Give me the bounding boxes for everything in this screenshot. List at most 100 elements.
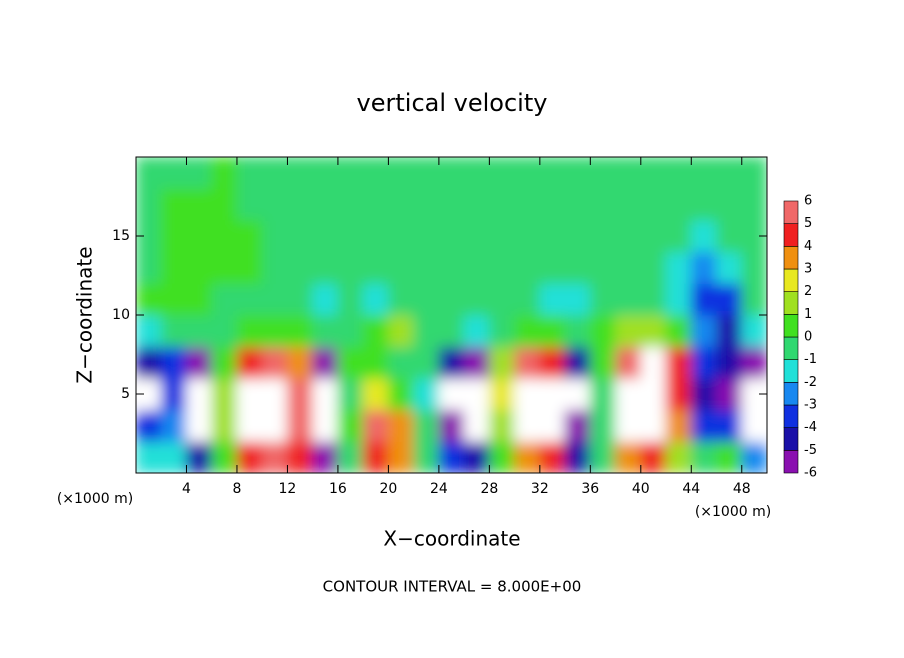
cell bbox=[438, 219, 465, 253]
colorbar-swatch bbox=[783, 336, 799, 360]
colorbar-label: -6 bbox=[804, 466, 817, 481]
cell bbox=[160, 377, 187, 411]
cell bbox=[690, 282, 718, 316]
cell bbox=[185, 251, 213, 284]
cell bbox=[463, 377, 490, 411]
footer: CONTOUR INTERVAL = 8.000E+00 bbox=[323, 578, 582, 596]
cell bbox=[716, 346, 743, 379]
cell bbox=[185, 377, 213, 411]
colorbar-label: -2 bbox=[804, 375, 817, 390]
colorbar-swatch bbox=[783, 450, 799, 474]
cell bbox=[211, 251, 238, 284]
cell bbox=[160, 409, 187, 442]
cell bbox=[413, 157, 440, 190]
cell bbox=[362, 440, 389, 473]
cell bbox=[438, 188, 465, 221]
cell bbox=[539, 219, 566, 253]
x-tick-label: 28 bbox=[480, 481, 498, 497]
cell bbox=[362, 188, 389, 221]
cell bbox=[387, 282, 415, 316]
cell bbox=[463, 409, 490, 442]
cell bbox=[589, 157, 617, 190]
y-tick-label: 5 bbox=[121, 386, 130, 402]
cell bbox=[665, 346, 692, 379]
x-tick-label: 36 bbox=[581, 481, 599, 497]
cell bbox=[539, 377, 566, 411]
cell bbox=[665, 251, 692, 284]
cell bbox=[690, 251, 718, 284]
cell bbox=[589, 188, 617, 221]
cell bbox=[185, 440, 213, 473]
x-tick-label: 32 bbox=[531, 481, 549, 497]
cell bbox=[136, 251, 162, 284]
cell bbox=[387, 188, 415, 221]
cell bbox=[463, 251, 490, 284]
cell bbox=[160, 157, 187, 190]
cell bbox=[160, 314, 187, 348]
cell bbox=[286, 409, 314, 442]
colorbar-swatch bbox=[783, 359, 799, 383]
cell bbox=[211, 157, 238, 190]
cell bbox=[337, 188, 364, 221]
cell bbox=[362, 251, 389, 284]
cell bbox=[136, 282, 162, 316]
cell bbox=[488, 157, 516, 190]
cell bbox=[387, 157, 415, 190]
cell bbox=[236, 188, 263, 221]
cell bbox=[362, 346, 389, 379]
colorbar-swatch bbox=[783, 268, 799, 292]
cell bbox=[514, 314, 541, 348]
cell bbox=[261, 251, 288, 284]
cell bbox=[387, 440, 415, 473]
cell bbox=[488, 219, 516, 253]
cell bbox=[413, 409, 440, 442]
cell bbox=[312, 188, 339, 221]
colorbar-label: -4 bbox=[804, 420, 817, 435]
cell bbox=[438, 314, 465, 348]
cell bbox=[413, 282, 440, 316]
cell bbox=[185, 188, 213, 221]
cell bbox=[136, 409, 162, 442]
cell bbox=[362, 157, 389, 190]
cell bbox=[539, 188, 566, 221]
cell bbox=[312, 314, 339, 348]
colorbar-swatch bbox=[783, 427, 799, 451]
cell bbox=[564, 440, 591, 473]
cell bbox=[514, 251, 541, 284]
colorbar-swatch bbox=[783, 200, 799, 224]
cell bbox=[640, 377, 667, 411]
cell bbox=[615, 188, 642, 221]
cell bbox=[488, 188, 516, 221]
colorbar-label: 1 bbox=[804, 307, 812, 322]
colorbar-label: -1 bbox=[804, 352, 817, 367]
cell bbox=[514, 188, 541, 221]
cell bbox=[463, 346, 490, 379]
cell bbox=[387, 314, 415, 348]
cell bbox=[160, 219, 187, 253]
cell bbox=[589, 409, 617, 442]
cell bbox=[564, 314, 591, 348]
cell bbox=[514, 219, 541, 253]
colorbar-label: 3 bbox=[804, 262, 812, 277]
cell bbox=[236, 314, 263, 348]
cell bbox=[136, 188, 162, 221]
cell bbox=[564, 282, 591, 316]
cell bbox=[337, 282, 364, 316]
cell bbox=[362, 282, 389, 316]
colorbar-swatch bbox=[783, 382, 799, 406]
x-tick-label: 48 bbox=[733, 481, 751, 497]
cell bbox=[690, 346, 718, 379]
cell bbox=[438, 409, 465, 442]
cell bbox=[488, 282, 516, 316]
cell bbox=[615, 251, 642, 284]
cell bbox=[211, 219, 238, 253]
colorbar-swatch bbox=[783, 246, 799, 270]
cell bbox=[438, 346, 465, 379]
cell bbox=[438, 282, 465, 316]
cell bbox=[211, 314, 238, 348]
cell bbox=[539, 409, 566, 442]
cell bbox=[716, 157, 743, 190]
cell bbox=[665, 157, 692, 190]
cell bbox=[312, 282, 339, 316]
colorbar-label: -5 bbox=[804, 443, 817, 458]
